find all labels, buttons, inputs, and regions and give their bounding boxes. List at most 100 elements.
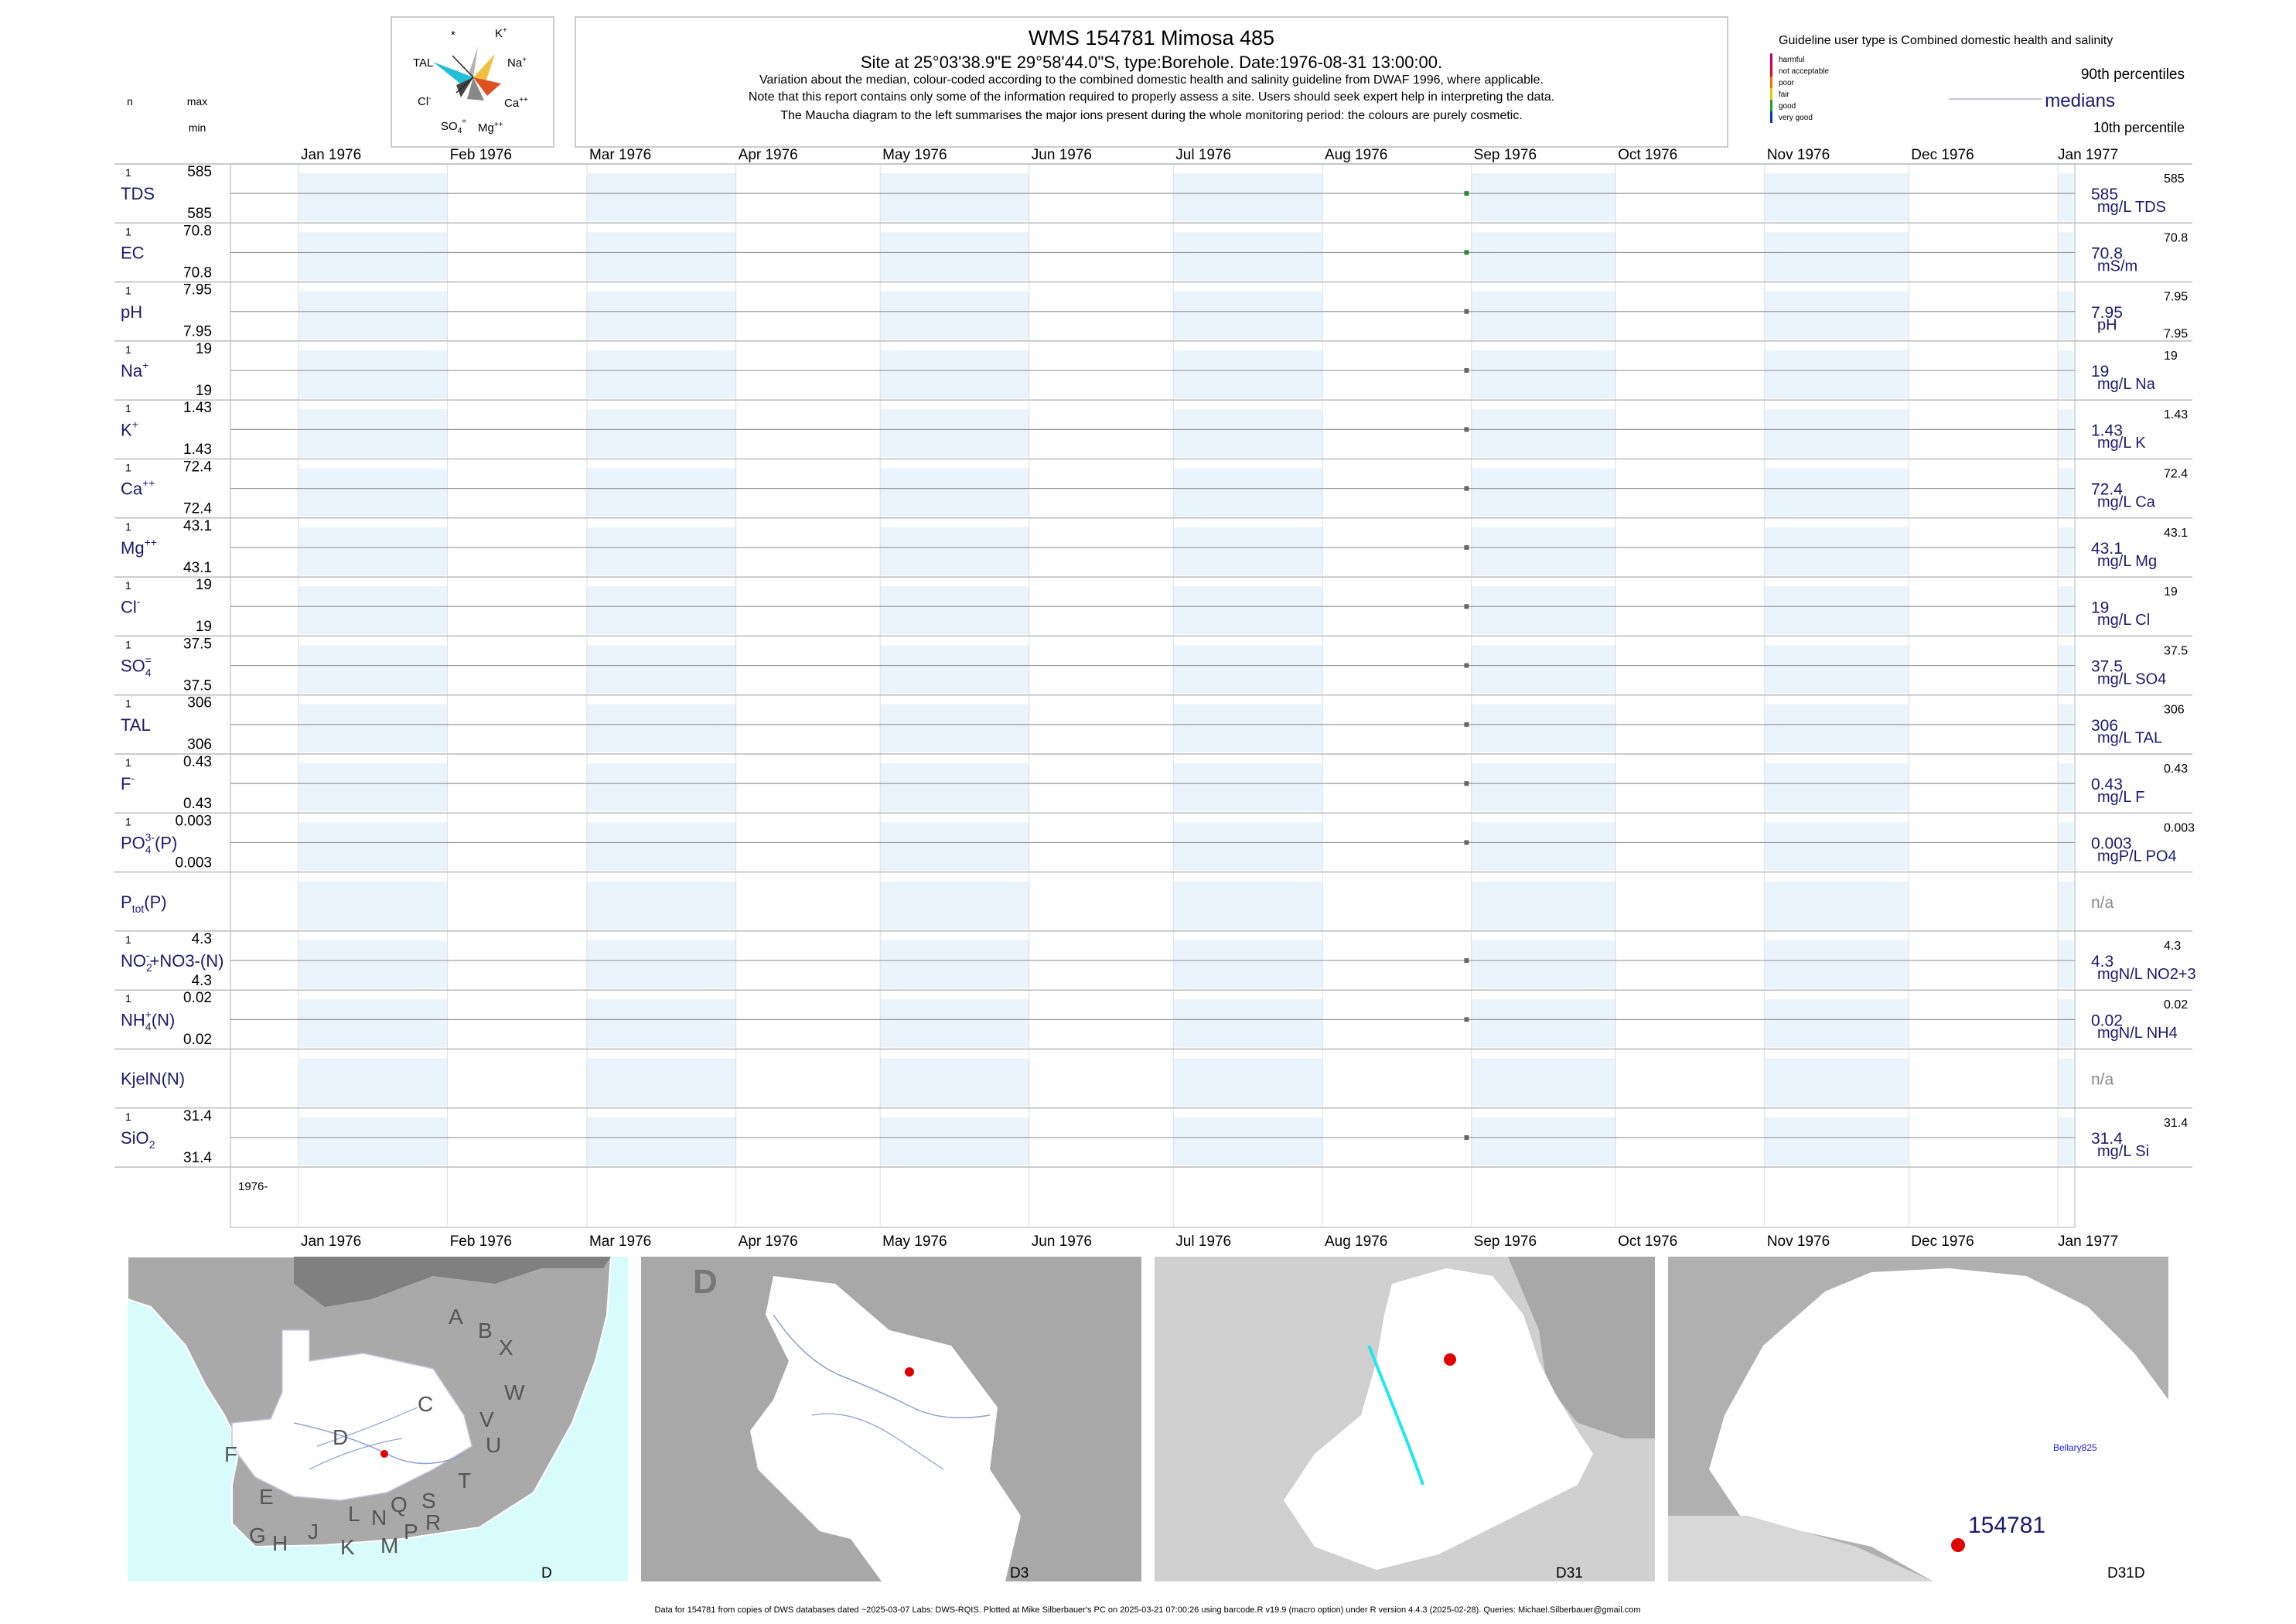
- month-shade: [1764, 173, 1909, 222]
- percentile-90: 0.02: [2164, 998, 2188, 1012]
- row-min: 4.3: [192, 973, 212, 989]
- unit-label: mgN/L NO2+3: [2097, 966, 2196, 983]
- month-label-bottom: Oct 1976: [1618, 1233, 1677, 1250]
- row-max: 0.43: [183, 754, 212, 770]
- unit-label: mg/L TDS: [2097, 199, 2166, 216]
- data-point: [1464, 1017, 1469, 1022]
- month-label-bottom: Nov 1976: [1767, 1233, 1830, 1250]
- month-shade: [1471, 999, 1616, 1048]
- month-label-top: May 1976: [882, 147, 947, 163]
- maucha-k-segment: [469, 46, 478, 77]
- month-shade: [1173, 527, 1322, 576]
- month-shade: [880, 763, 1029, 812]
- month-shade: [880, 173, 1029, 222]
- maucha-tal-segment: [433, 62, 473, 87]
- month-shade: [299, 881, 448, 930]
- row-min: 19: [196, 383, 212, 399]
- month-shade: [1471, 586, 1616, 635]
- unit-label: mg/L TAL: [2097, 730, 2162, 747]
- region-label: N: [371, 1506, 387, 1530]
- region-label: K: [340, 1535, 355, 1559]
- month-shade: [880, 409, 1029, 458]
- month-shade: [1471, 822, 1616, 871]
- month-shade: [1173, 645, 1322, 694]
- month-shade: [299, 763, 448, 812]
- month-shade: [1764, 999, 1909, 1048]
- month-shade: [586, 350, 736, 399]
- unit-label: mg/L SO4: [2097, 670, 2166, 687]
- percentile-90: 306: [2164, 704, 2185, 717]
- data-point: [1464, 663, 1469, 668]
- region-label: Q: [391, 1493, 408, 1517]
- month-shade: [586, 881, 736, 930]
- month-shade: [2058, 468, 2073, 517]
- parameter-label: Ca++: [121, 477, 155, 499]
- month-shade: [2058, 586, 2073, 635]
- row-min: 70.8: [183, 264, 212, 281]
- month-shade: [1471, 350, 1616, 399]
- percentile-90: 19: [2164, 585, 2178, 599]
- month-shade: [2058, 1058, 2073, 1107]
- month-shade: [880, 1058, 1029, 1107]
- month-shade: [1764, 350, 1909, 399]
- month-shade: [586, 645, 736, 694]
- month-shade: [1471, 468, 1616, 517]
- month-shade: [299, 999, 448, 1048]
- month-label-bottom: Feb 1976: [450, 1233, 512, 1250]
- month-shade: [2058, 763, 2073, 812]
- month-shade: [299, 1117, 448, 1166]
- region-label: C: [418, 1392, 433, 1416]
- legend-class-label: very good: [1779, 114, 1813, 122]
- region-label: W: [504, 1380, 525, 1404]
- row-n: 1: [125, 225, 131, 237]
- percentile-90: 19: [2164, 350, 2178, 363]
- percentile-90: 37.5: [2164, 644, 2188, 657]
- note-line-3: The Maucha diagram to the left summarise…: [780, 109, 1523, 122]
- data-point: [1464, 722, 1469, 727]
- map-d31-corner-label: D31: [1556, 1565, 1583, 1581]
- month-shade: [1173, 232, 1322, 281]
- month-shade: [1173, 409, 1322, 458]
- row-max: 4.3: [192, 931, 212, 947]
- legend-class-label: poor: [1779, 79, 1795, 87]
- unit-label: mg/L Cl: [2097, 612, 2150, 629]
- row-n: 1: [125, 756, 131, 769]
- row-n: 1: [125, 343, 131, 356]
- legend-colour-1: [1770, 65, 1772, 77]
- month-label-bottom: Jun 1976: [1032, 1233, 1092, 1250]
- percentile-90: 1.43: [2164, 408, 2188, 421]
- month-shade: [1764, 881, 1909, 930]
- month-shade: [1764, 586, 1909, 635]
- map-d3-corner-label: D3: [1010, 1565, 1029, 1581]
- median-value: 72.4: [2091, 481, 2123, 499]
- month-label-top: Sep 1976: [1474, 147, 1537, 163]
- data-point: [1464, 368, 1469, 374]
- month-shade: [1764, 704, 1909, 752]
- month-shade: [1173, 704, 1322, 752]
- month-shade: [2058, 173, 2073, 222]
- region-label: L: [348, 1502, 360, 1526]
- month-shade: [1173, 940, 1322, 989]
- month-shade: [1764, 1058, 1909, 1107]
- month-shade: [586, 763, 736, 812]
- month-shade: [880, 350, 1029, 399]
- legend-p10: 10th percentile: [2093, 120, 2185, 135]
- month-label-bottom: Aug 1976: [1325, 1233, 1387, 1250]
- month-shade: [2058, 1117, 2073, 1166]
- row-min: 585: [187, 206, 212, 222]
- month-shade: [1764, 645, 1909, 694]
- percentile-90: 0.43: [2164, 763, 2188, 776]
- row-min: 0.43: [183, 796, 212, 812]
- row-min: 31.4: [183, 1150, 212, 1166]
- row-max: 70.8: [183, 223, 212, 239]
- region-label: H: [272, 1531, 288, 1555]
- site-marker-map-d31d: [1951, 1538, 1965, 1552]
- month-shade: [1764, 409, 1909, 458]
- maucha-label-na: Na+: [507, 56, 527, 70]
- month-label-top: Oct 1976: [1618, 147, 1677, 163]
- median-value: 0.43: [2091, 776, 2123, 793]
- month-shade: [1173, 586, 1322, 635]
- month-label-top: Nov 1976: [1767, 147, 1830, 163]
- month-shade: [1471, 1058, 1616, 1107]
- map-place-label: Bellary825: [2053, 1442, 2097, 1453]
